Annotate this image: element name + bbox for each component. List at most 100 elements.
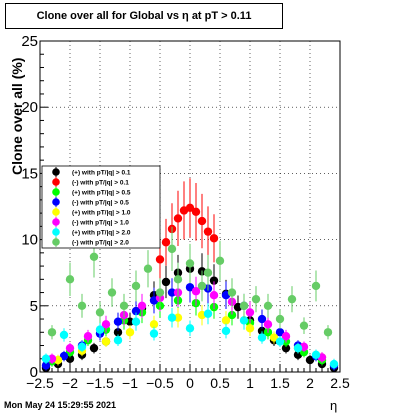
- series-1: [155, 178, 219, 280]
- x-tick-label: −0.5: [146, 375, 174, 391]
- axis-layer: −2.5 −2 −1.5 −1 −0.5 0 0.5 1 1.5 2 2.5 0 5 10 15 20 25: [21, 33, 350, 391]
- x-tick-label: −1: [122, 375, 138, 391]
- y-tick-label: 10: [21, 232, 38, 249]
- x-tick-label: −2: [62, 375, 78, 391]
- data-point: [77, 342, 87, 352]
- data-point: [257, 314, 267, 324]
- data-point: [221, 316, 231, 325]
- data-point: [41, 361, 51, 370]
- x-tick-label: 0.5: [210, 375, 230, 391]
- data-point: [275, 337, 285, 346]
- data-point: [329, 359, 339, 369]
- data-point: [89, 252, 99, 262]
- y-tick-label: 20: [21, 99, 38, 116]
- chart-title-box: Clone over all for Global vs η at pT > 0…: [5, 3, 283, 29]
- data-point: [281, 332, 291, 341]
- data-point: [185, 259, 195, 268]
- x-tick-label: 1: [246, 375, 254, 391]
- data-point: [59, 351, 69, 361]
- x-axis-label: η: [330, 398, 338, 413]
- legend-layer: (+) with pT/|q| > 0.1 (-) with pT/|q| > 0…: [41, 165, 161, 249]
- data-point: [101, 337, 111, 346]
- data-point: [113, 328, 123, 337]
- data-point: [245, 308, 255, 317]
- data-point: [209, 234, 219, 243]
- data-point: [209, 276, 219, 285]
- data-point: [167, 288, 177, 297]
- data-point: [269, 333, 279, 342]
- data-point: [257, 333, 267, 342]
- data-point: [245, 324, 255, 333]
- series-6: [41, 303, 339, 370]
- y-tick-label: 15: [21, 165, 38, 182]
- data-point: [59, 330, 69, 340]
- data-point: [227, 288, 237, 297]
- legend-entry: (-) with pT/|q| > 2.0: [72, 240, 129, 247]
- data-point: [119, 301, 129, 310]
- data-point: [137, 301, 147, 310]
- data-point: [305, 355, 315, 365]
- data-point: [173, 275, 183, 284]
- legend-entry: (-) with pT/|q| > 0.5: [72, 200, 129, 207]
- data-point: [203, 268, 213, 277]
- data-point: [113, 336, 123, 345]
- data-point: [311, 350, 321, 359]
- data-point: [155, 255, 165, 264]
- data-point: [299, 321, 309, 330]
- data-point: [263, 301, 273, 310]
- data-point: [161, 277, 171, 287]
- data-point: [131, 317, 141, 326]
- data-point: [215, 256, 225, 265]
- data-point: [227, 310, 237, 320]
- datestamp: Mon May 24 15:29:55 2021: [4, 400, 117, 410]
- data-point: [47, 354, 57, 363]
- data-point: [131, 306, 141, 316]
- data-point: [185, 324, 195, 333]
- x-tick-label: 2.5: [330, 375, 350, 391]
- data-point: [191, 287, 201, 296]
- data-point: [293, 343, 303, 353]
- data-point: [197, 281, 207, 291]
- data-point: [287, 294, 297, 304]
- data-point: [167, 313, 177, 322]
- data-point: [173, 313, 183, 322]
- data-point: [161, 238, 171, 247]
- data-point: [167, 244, 177, 254]
- legend-entry: (+) with pT/|q| > 0.5: [72, 190, 131, 197]
- data-point: [203, 309, 213, 318]
- data-point: [185, 283, 195, 292]
- y-tick-label: 25: [21, 33, 38, 50]
- x-tick-label: 1.5: [270, 375, 290, 391]
- data-point: [221, 326, 231, 336]
- data-point: [143, 264, 153, 273]
- legend-entry: (+) with pT/|q| > 0.1: [72, 170, 131, 177]
- data-point: [185, 203, 195, 213]
- x-tick-label: 0: [186, 375, 194, 391]
- data-point: [209, 291, 219, 300]
- data-point: [239, 316, 249, 325]
- data-point: [149, 320, 159, 329]
- data-point: [275, 314, 285, 324]
- y-tick-label: 5: [30, 298, 38, 315]
- data-point: [131, 281, 141, 291]
- series-layer: [41, 178, 339, 373]
- data-point: [47, 328, 57, 337]
- data-point: [95, 325, 105, 334]
- legend-entry: (+) with pT/|q| > 2.0: [72, 230, 131, 237]
- data-point: [191, 207, 201, 216]
- data-point: [251, 294, 261, 304]
- data-point: [101, 320, 111, 329]
- data-point: [311, 281, 321, 291]
- data-point: [65, 343, 75, 353]
- data-point: [89, 343, 99, 353]
- data-point: [239, 301, 249, 310]
- data-point: [125, 328, 135, 337]
- series-7: [47, 226, 333, 340]
- data-point: [77, 301, 87, 310]
- x-tick-label: −1.5: [86, 375, 114, 391]
- data-point: [41, 354, 51, 363]
- x-tick-label: −2.5: [26, 375, 54, 391]
- data-point: [95, 308, 105, 317]
- data-point: [203, 227, 213, 236]
